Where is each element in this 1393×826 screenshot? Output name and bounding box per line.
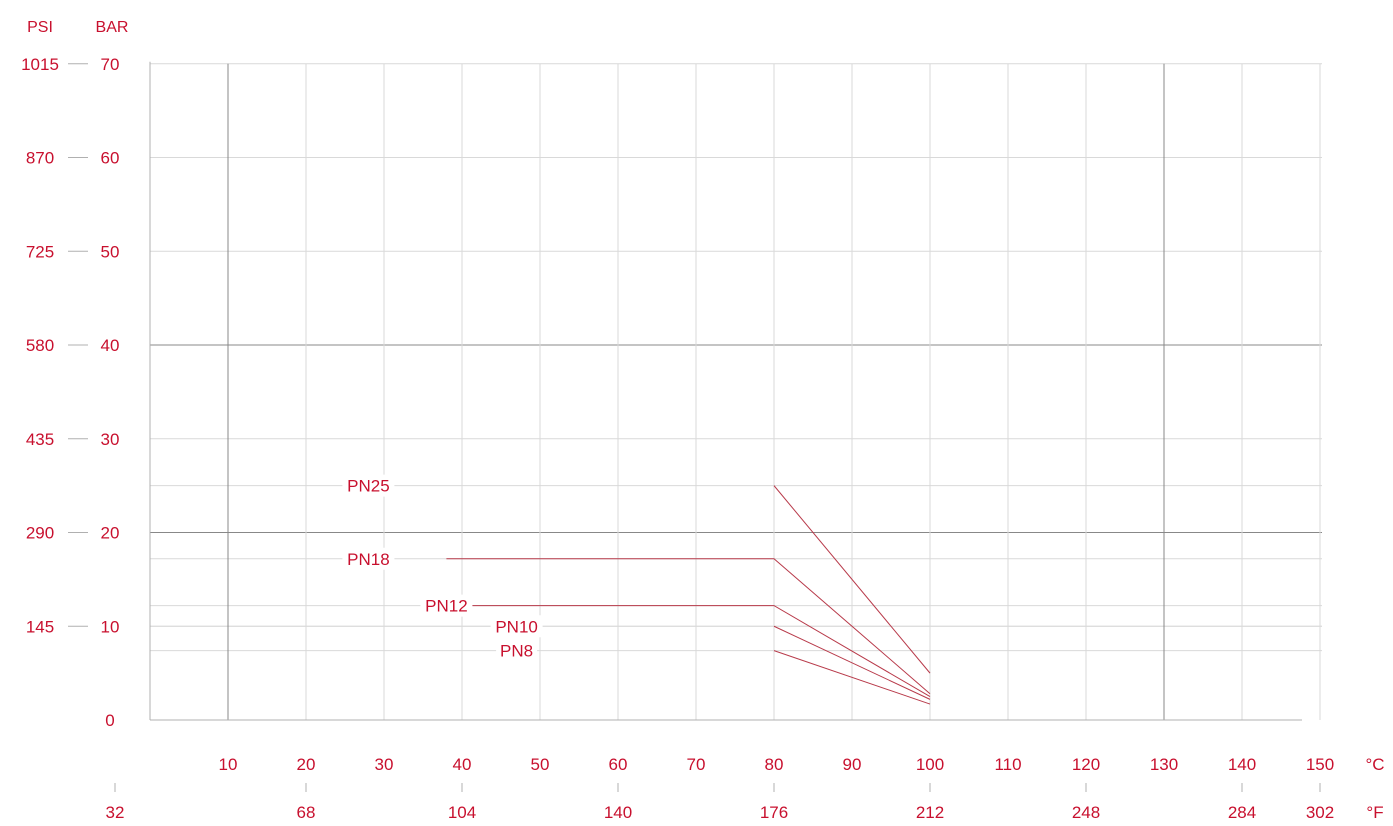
series-line-pn18 xyxy=(446,558,931,695)
series-line-pn25 xyxy=(773,485,931,674)
celsius-tick-label-110: 110 xyxy=(994,755,1021,774)
celsius-tick-label-80: 80 xyxy=(765,755,784,774)
celsius-tick-label-120: 120 xyxy=(1072,755,1100,774)
fahrenheit-tick-label-212: 212 xyxy=(916,803,944,822)
bar-tick-label-20: 20 xyxy=(101,524,120,543)
celsius-tick-label-20: 20 xyxy=(297,755,316,774)
series-label-pn25: PN25 xyxy=(347,477,390,496)
bar-tick-label-30: 30 xyxy=(101,430,120,449)
fahrenheit-tick-label-68: 68 xyxy=(297,803,316,822)
celsius-tick-label-130: 130 xyxy=(1150,755,1178,774)
series-label-bg-pn8 xyxy=(496,639,538,662)
fahrenheit-tick-label-176: 176 xyxy=(760,803,788,822)
celsius-tick-label-90: 90 xyxy=(843,755,862,774)
celsius-unit-label: °C xyxy=(1365,755,1384,774)
celsius-tick-label-70: 70 xyxy=(687,755,706,774)
fahrenheit-tick-label-32: 32 xyxy=(106,803,125,822)
bar-tick-label-70: 70 xyxy=(101,55,120,74)
celsius-tick-label-10: 10 xyxy=(219,755,238,774)
celsius-tick-label-50: 50 xyxy=(531,755,550,774)
series-line-pn10 xyxy=(773,625,931,700)
celsius-tick-label-150: 150 xyxy=(1306,755,1334,774)
fahrenheit-tick-label-284: 284 xyxy=(1228,803,1256,822)
labels: PSI BAR °C °F 0 10 145 20 290 30 435 40 580 50 725… xyxy=(21,19,1384,822)
series-label-pn18: PN18 xyxy=(347,550,390,569)
bar-tick-label-10: 10 xyxy=(101,617,120,636)
bar-tick-label-40: 40 xyxy=(101,336,120,355)
psi-tick-label-870: 870 xyxy=(26,149,54,168)
celsius-tick-label-100: 100 xyxy=(916,755,944,774)
series-label-bg-pn25 xyxy=(342,474,395,497)
series-label-bg-pn18 xyxy=(342,547,395,570)
series-label-bg-pn10 xyxy=(490,615,543,638)
series-lines xyxy=(446,485,931,705)
grid-lines xyxy=(150,63,1322,720)
bar-tick-label-50: 50 xyxy=(101,242,120,261)
series-label-pn8: PN8 xyxy=(500,642,533,661)
bar-tick-label-0: 0 xyxy=(105,711,114,730)
psi-tick-label-725: 725 xyxy=(26,242,54,261)
axes xyxy=(68,61,1321,792)
series-label-pn10: PN10 xyxy=(495,617,538,636)
psi-tick-label-145: 145 xyxy=(26,617,54,636)
psi-tick-label-290: 290 xyxy=(26,524,54,543)
bar-axis-header: BAR xyxy=(96,19,129,36)
celsius-tick-label-60: 60 xyxy=(609,755,628,774)
series-label-pn12: PN12 xyxy=(425,597,468,616)
psi-tick-label-580: 580 xyxy=(26,336,54,355)
psi-tick-label-1015: 1015 xyxy=(21,55,59,74)
bar-tick-label-60: 60 xyxy=(101,149,120,168)
fahrenheit-tick-label-104: 104 xyxy=(448,803,476,822)
fahrenheit-tick-label-302: 302 xyxy=(1306,803,1334,822)
celsius-tick-label-140: 140 xyxy=(1228,755,1256,774)
celsius-tick-label-40: 40 xyxy=(453,755,472,774)
fahrenheit-tick-label-140: 140 xyxy=(604,803,632,822)
series-line-pn12 xyxy=(446,605,931,697)
fahrenheit-tick-label-248: 248 xyxy=(1072,803,1100,822)
psi-axis-header: PSI xyxy=(27,19,53,36)
series-label-bg-pn12 xyxy=(420,594,473,617)
psi-tick-label-435: 435 xyxy=(26,430,54,449)
series-line-pn8 xyxy=(773,650,931,705)
celsius-tick-label-30: 30 xyxy=(375,755,394,774)
fahrenheit-unit-label: °F xyxy=(1366,803,1383,822)
